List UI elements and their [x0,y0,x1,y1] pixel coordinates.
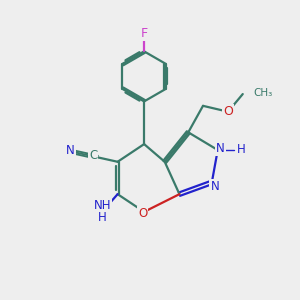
Text: H: H [237,143,246,157]
Text: O: O [138,207,147,220]
Text: F: F [140,27,148,40]
Text: N: N [210,180,219,193]
Text: CH₃: CH₃ [253,88,272,98]
Text: N: N [66,144,74,157]
Text: H: H [98,211,107,224]
Text: NH: NH [94,199,111,212]
Text: C: C [89,149,97,162]
Text: N: N [216,142,224,155]
Text: O: O [223,105,233,118]
